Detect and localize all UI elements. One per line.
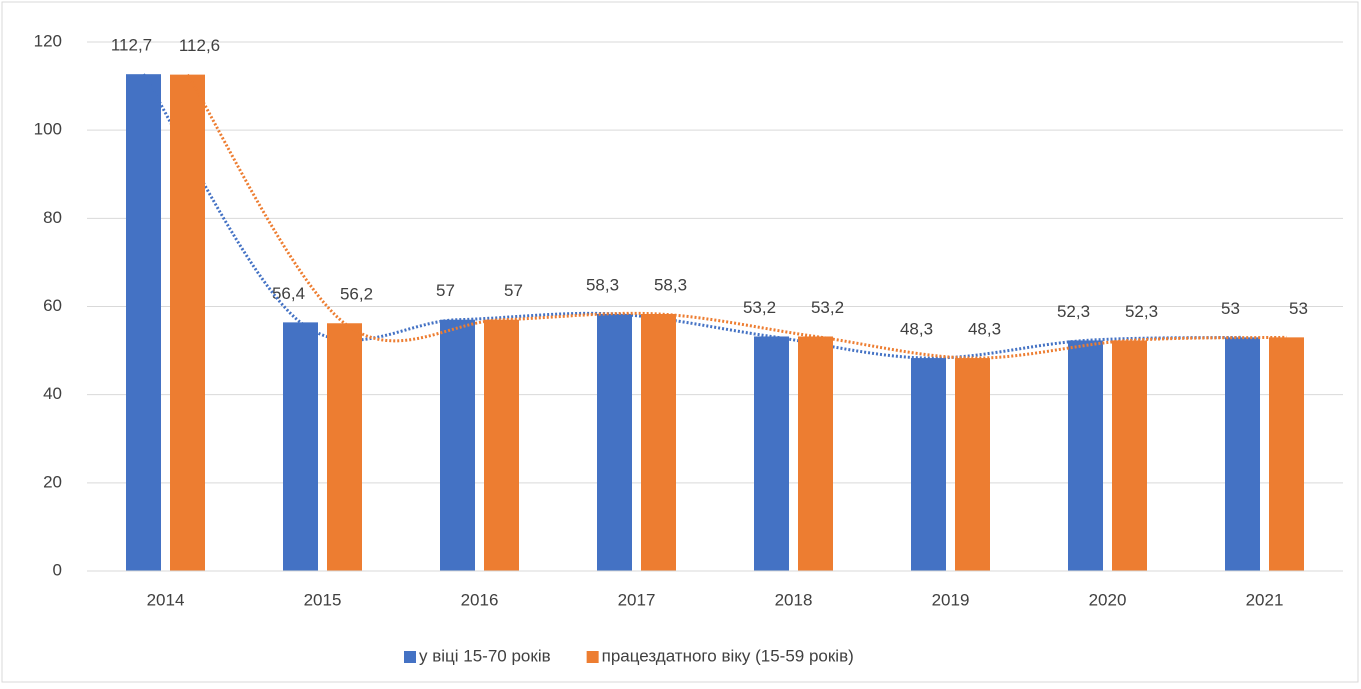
- legend-swatch: [404, 651, 416, 663]
- bar: [641, 313, 676, 571]
- data-label: 52,3: [1125, 302, 1158, 321]
- x-tick-label: 2017: [618, 590, 656, 609]
- data-label: 57: [504, 281, 523, 300]
- bar: [440, 319, 475, 571]
- y-tick-label: 0: [53, 560, 62, 579]
- bar: [597, 313, 632, 571]
- data-label: 53,2: [743, 298, 776, 317]
- data-label: 53: [1289, 299, 1308, 318]
- legend-swatch: [586, 651, 599, 663]
- x-tick-label: 2018: [775, 590, 813, 609]
- y-tick-label: 120: [34, 31, 62, 50]
- data-label: 57: [436, 281, 455, 300]
- x-tick-label: 2020: [1089, 590, 1127, 609]
- x-tick-label: 2019: [932, 590, 970, 609]
- data-label: 56,2: [340, 285, 373, 304]
- x-tick-label: 2015: [304, 590, 342, 609]
- data-label: 56,4: [272, 284, 305, 303]
- bar: [1225, 337, 1260, 571]
- bar: [126, 74, 161, 571]
- data-label: 48,3: [900, 320, 933, 339]
- legend-label: у віці 15-70 років: [419, 646, 551, 665]
- bar: [798, 336, 833, 571]
- data-label: 112,7: [111, 36, 152, 55]
- data-label: 53,2: [811, 298, 844, 317]
- bar: [955, 358, 990, 571]
- y-tick-label: 40: [43, 384, 62, 403]
- bar: [1112, 340, 1147, 571]
- bar: [484, 319, 519, 571]
- legend-label: працездатного віку (15-59 років): [602, 646, 854, 665]
- x-tick-label: 2016: [461, 590, 499, 609]
- data-label: 112,6: [179, 36, 220, 55]
- data-label: 53: [1221, 299, 1240, 318]
- trendline: [186, 73, 1287, 360]
- bar: [754, 336, 789, 571]
- bar: [283, 322, 318, 571]
- data-label: 58,3: [586, 275, 619, 294]
- y-tick-label: 80: [43, 208, 62, 227]
- y-tick-label: 60: [43, 296, 62, 315]
- x-tick-label: 2014: [147, 590, 185, 609]
- data-label: 48,3: [968, 320, 1001, 339]
- y-tick-label: 100: [34, 120, 62, 139]
- data-label: 58,3: [654, 275, 687, 294]
- bar: [1068, 340, 1103, 571]
- data-label: 52,3: [1057, 302, 1090, 321]
- bar: [327, 323, 362, 571]
- bar: [911, 358, 946, 571]
- y-tick-label: 20: [43, 472, 62, 491]
- bar: [170, 74, 205, 571]
- x-tick-label: 2021: [1246, 590, 1284, 609]
- bar: [1269, 337, 1304, 571]
